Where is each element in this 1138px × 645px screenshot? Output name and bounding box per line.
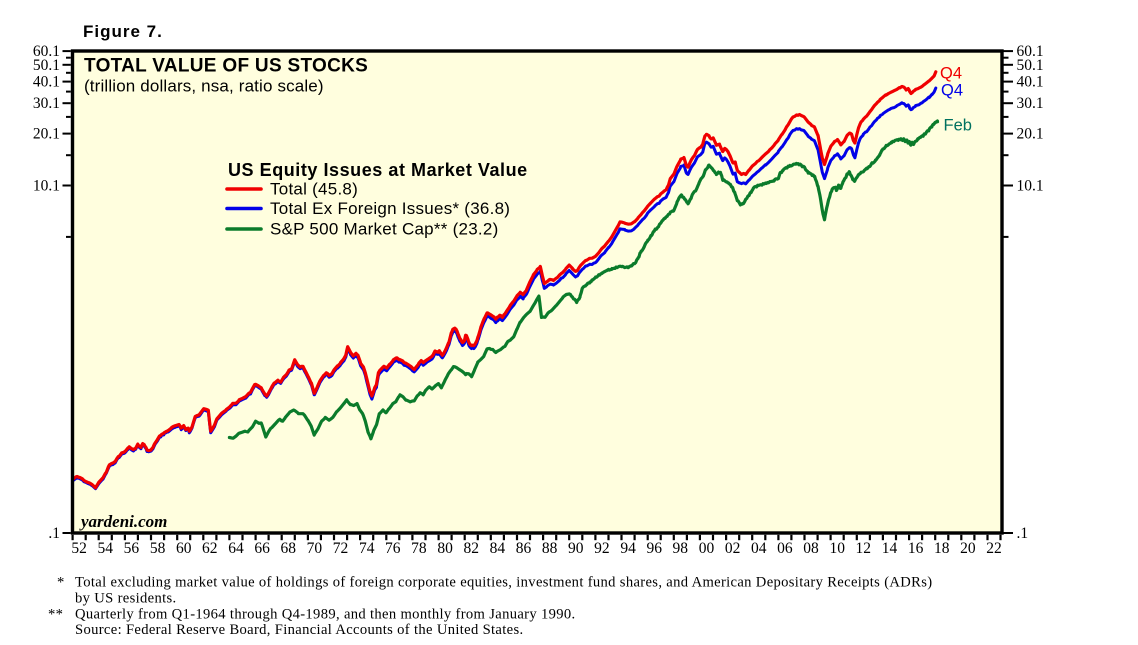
svg-text:98: 98 bbox=[673, 540, 689, 557]
svg-text:60: 60 bbox=[176, 540, 192, 557]
svg-text:76: 76 bbox=[385, 540, 401, 557]
svg-text:54: 54 bbox=[98, 540, 114, 557]
svg-text:20.1: 20.1 bbox=[1017, 126, 1044, 143]
svg-text:78: 78 bbox=[411, 540, 427, 557]
svg-text:20: 20 bbox=[960, 540, 976, 557]
svg-text:TOTAL VALUE OF US STOCKS: TOTAL VALUE OF US STOCKS bbox=[84, 56, 368, 77]
svg-text:10.1: 10.1 bbox=[33, 178, 60, 195]
svg-text:64: 64 bbox=[228, 540, 244, 557]
svg-text:.1: .1 bbox=[48, 525, 60, 542]
svg-text:by US residents.: by US residents. bbox=[75, 590, 177, 606]
svg-text:yardeni.com: yardeni.com bbox=[79, 512, 167, 531]
svg-text:Q4: Q4 bbox=[941, 82, 963, 100]
svg-text:96: 96 bbox=[646, 540, 662, 557]
svg-text:US Equity Issues at Market Val: US Equity Issues at Market Value bbox=[228, 160, 528, 180]
svg-text:72: 72 bbox=[333, 540, 349, 557]
svg-text:90: 90 bbox=[568, 540, 584, 557]
svg-text:10.1: 10.1 bbox=[1017, 178, 1044, 195]
svg-text:30.1: 30.1 bbox=[1017, 95, 1044, 112]
svg-text:S&P 500 Market Cap** (23.2): S&P 500 Market Cap** (23.2) bbox=[270, 220, 499, 239]
svg-text:92: 92 bbox=[594, 540, 610, 557]
svg-text:18: 18 bbox=[934, 540, 950, 557]
svg-text:40.1: 40.1 bbox=[33, 74, 60, 91]
svg-text:50.1: 50.1 bbox=[1017, 57, 1044, 74]
svg-text:56: 56 bbox=[124, 540, 140, 557]
svg-text:70: 70 bbox=[307, 540, 323, 557]
svg-text:Quarterly from Q1-1964 through: Quarterly from Q1-1964 through Q4-1989, … bbox=[75, 606, 576, 622]
svg-text:**: ** bbox=[48, 606, 63, 622]
svg-text:Total (45.8): Total (45.8) bbox=[270, 180, 358, 199]
svg-text:06: 06 bbox=[777, 540, 793, 557]
svg-text:62: 62 bbox=[202, 540, 218, 557]
svg-text:68: 68 bbox=[281, 540, 297, 557]
svg-text:*: * bbox=[57, 575, 65, 591]
svg-text:40.1: 40.1 bbox=[1017, 74, 1044, 91]
svg-text:Figure 7.: Figure 7. bbox=[83, 22, 163, 41]
svg-text:52: 52 bbox=[71, 540, 87, 557]
svg-text:58: 58 bbox=[150, 540, 166, 557]
svg-text:Total excluding market value o: Total excluding market value of holdings… bbox=[75, 575, 932, 591]
svg-text:Source: Federal Reserve Board,: Source: Federal Reserve Board, Financial… bbox=[75, 622, 523, 638]
svg-text:88: 88 bbox=[542, 540, 558, 557]
svg-text:60.1: 60.1 bbox=[1017, 43, 1044, 60]
svg-text:(trillion dollars, nsa, ratio: (trillion dollars, nsa, ratio scale) bbox=[84, 77, 324, 96]
svg-text:04: 04 bbox=[751, 540, 767, 557]
svg-text:00: 00 bbox=[699, 540, 715, 557]
svg-text:Total Ex Foreign Issues* (36.8: Total Ex Foreign Issues* (36.8) bbox=[270, 199, 510, 218]
svg-text:14: 14 bbox=[882, 540, 898, 557]
svg-text:84: 84 bbox=[490, 540, 506, 557]
svg-text:16: 16 bbox=[908, 540, 924, 557]
svg-text:80: 80 bbox=[437, 540, 453, 557]
svg-text:22: 22 bbox=[986, 540, 1002, 557]
svg-text:94: 94 bbox=[620, 540, 636, 557]
svg-text:86: 86 bbox=[516, 540, 532, 557]
svg-text:30.1: 30.1 bbox=[33, 95, 60, 112]
svg-text:60.1: 60.1 bbox=[33, 43, 60, 60]
svg-text:12: 12 bbox=[856, 540, 872, 557]
svg-text:08: 08 bbox=[803, 540, 819, 557]
svg-text:74: 74 bbox=[359, 540, 375, 557]
svg-text:Q4: Q4 bbox=[940, 65, 962, 83]
svg-text:82: 82 bbox=[463, 540, 479, 557]
svg-text:20.1: 20.1 bbox=[33, 126, 60, 143]
svg-text:50.1: 50.1 bbox=[33, 57, 60, 74]
svg-text:02: 02 bbox=[725, 540, 741, 557]
svg-text:66: 66 bbox=[254, 540, 270, 557]
svg-text:Feb: Feb bbox=[944, 117, 972, 135]
svg-text:10: 10 bbox=[829, 540, 845, 557]
svg-text:.1: .1 bbox=[1017, 525, 1029, 542]
